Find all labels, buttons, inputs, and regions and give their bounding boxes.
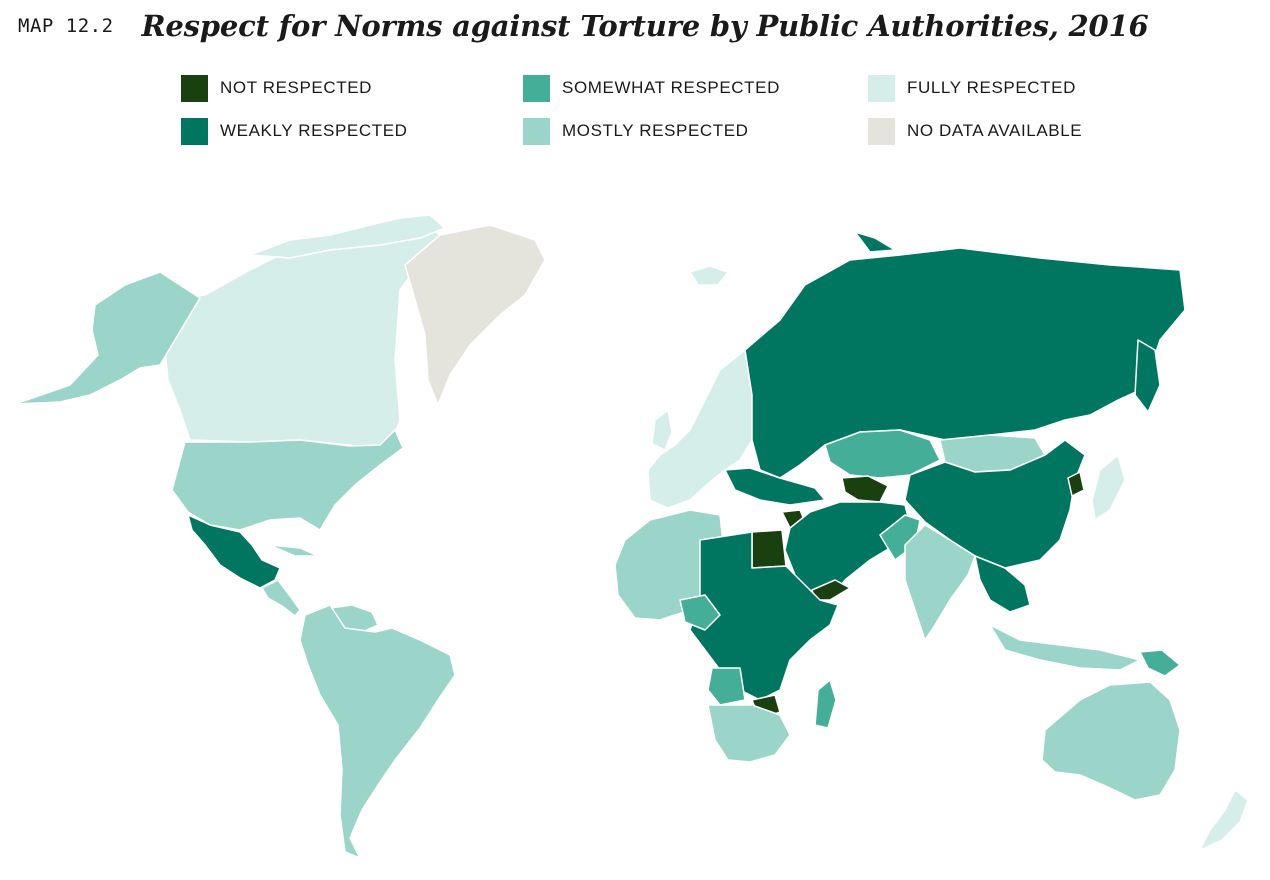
region-australia [1041, 681, 1181, 801]
legend-item-mostly-respected: MOSTLY RESPECTED [523, 117, 749, 145]
legend-item-fully-respected: FULLY RESPECTED [868, 74, 1076, 102]
region-china [904, 439, 1086, 569]
world-map [14, 214, 1249, 859]
region-southern-africa [707, 704, 791, 763]
map-number: MAP 12.2 [18, 15, 114, 37]
region-egypt [751, 529, 787, 569]
region-united-states [171, 429, 404, 531]
region-new-zealand [1199, 789, 1249, 851]
region-canadian-arctic-islands [249, 214, 446, 259]
region-madagascar [814, 679, 837, 729]
legend-swatch [868, 117, 895, 145]
region-novaya-zemlya [854, 231, 896, 253]
legend-swatch [868, 74, 895, 102]
region-balkans-turkey [724, 467, 826, 506]
legend-swatch [181, 117, 208, 145]
legend-label: NO DATA AVAILABLE [907, 121, 1083, 140]
legend-label: SOMEWHAT RESPECTED [562, 78, 780, 97]
legend-item-no-data: NO DATA AVAILABLE [868, 117, 1082, 145]
region-greenland [404, 224, 546, 406]
legend-label: WEAKLY RESPECTED [220, 121, 408, 140]
region-indonesia [989, 624, 1141, 671]
legend-swatch [523, 74, 550, 102]
legend-item-not-respected: NOT RESPECTED [181, 74, 372, 102]
region-southeast-asia [974, 555, 1031, 613]
region-central-america [261, 579, 301, 617]
region-mexico [187, 514, 281, 589]
legend-item-weakly-respected: WEAKLY RESPECTED [181, 117, 408, 145]
legend-item-somewhat-respected: SOMEWHAT RESPECTED [523, 74, 780, 102]
legend-label: NOT RESPECTED [220, 78, 373, 97]
region-central-africa [689, 531, 839, 701]
legend-label: MOSTLY RESPECTED [562, 121, 749, 140]
map-header: MAP 12.2 Respect for Norms against Tortu… [18, 4, 1149, 48]
region-india [904, 524, 976, 641]
legend-label: FULLY RESPECTED [907, 78, 1076, 97]
legend-swatch [181, 74, 208, 102]
region-cuba [269, 544, 319, 557]
region-kazakhstan [824, 429, 941, 479]
region-iceland [689, 265, 729, 286]
region-nigeria [679, 594, 721, 631]
region-south-america [299, 604, 456, 859]
region-russia [744, 247, 1186, 479]
region-papua-new-guinea [1139, 649, 1181, 677]
region-north-korea [1067, 471, 1085, 497]
map-title: Respect for Norms against Torture by Pub… [141, 9, 1149, 43]
region-angola [707, 667, 746, 706]
region-alaska [14, 271, 201, 405]
region-turkmenistan [841, 475, 889, 503]
map-legend: NOT RESPECTED WEAKLY RESPECTED SOMEWHAT … [181, 72, 1181, 152]
region-kamchatka [1134, 339, 1161, 413]
legend-swatch [523, 117, 550, 145]
region-uk [651, 409, 673, 451]
region-japan [1091, 454, 1126, 521]
